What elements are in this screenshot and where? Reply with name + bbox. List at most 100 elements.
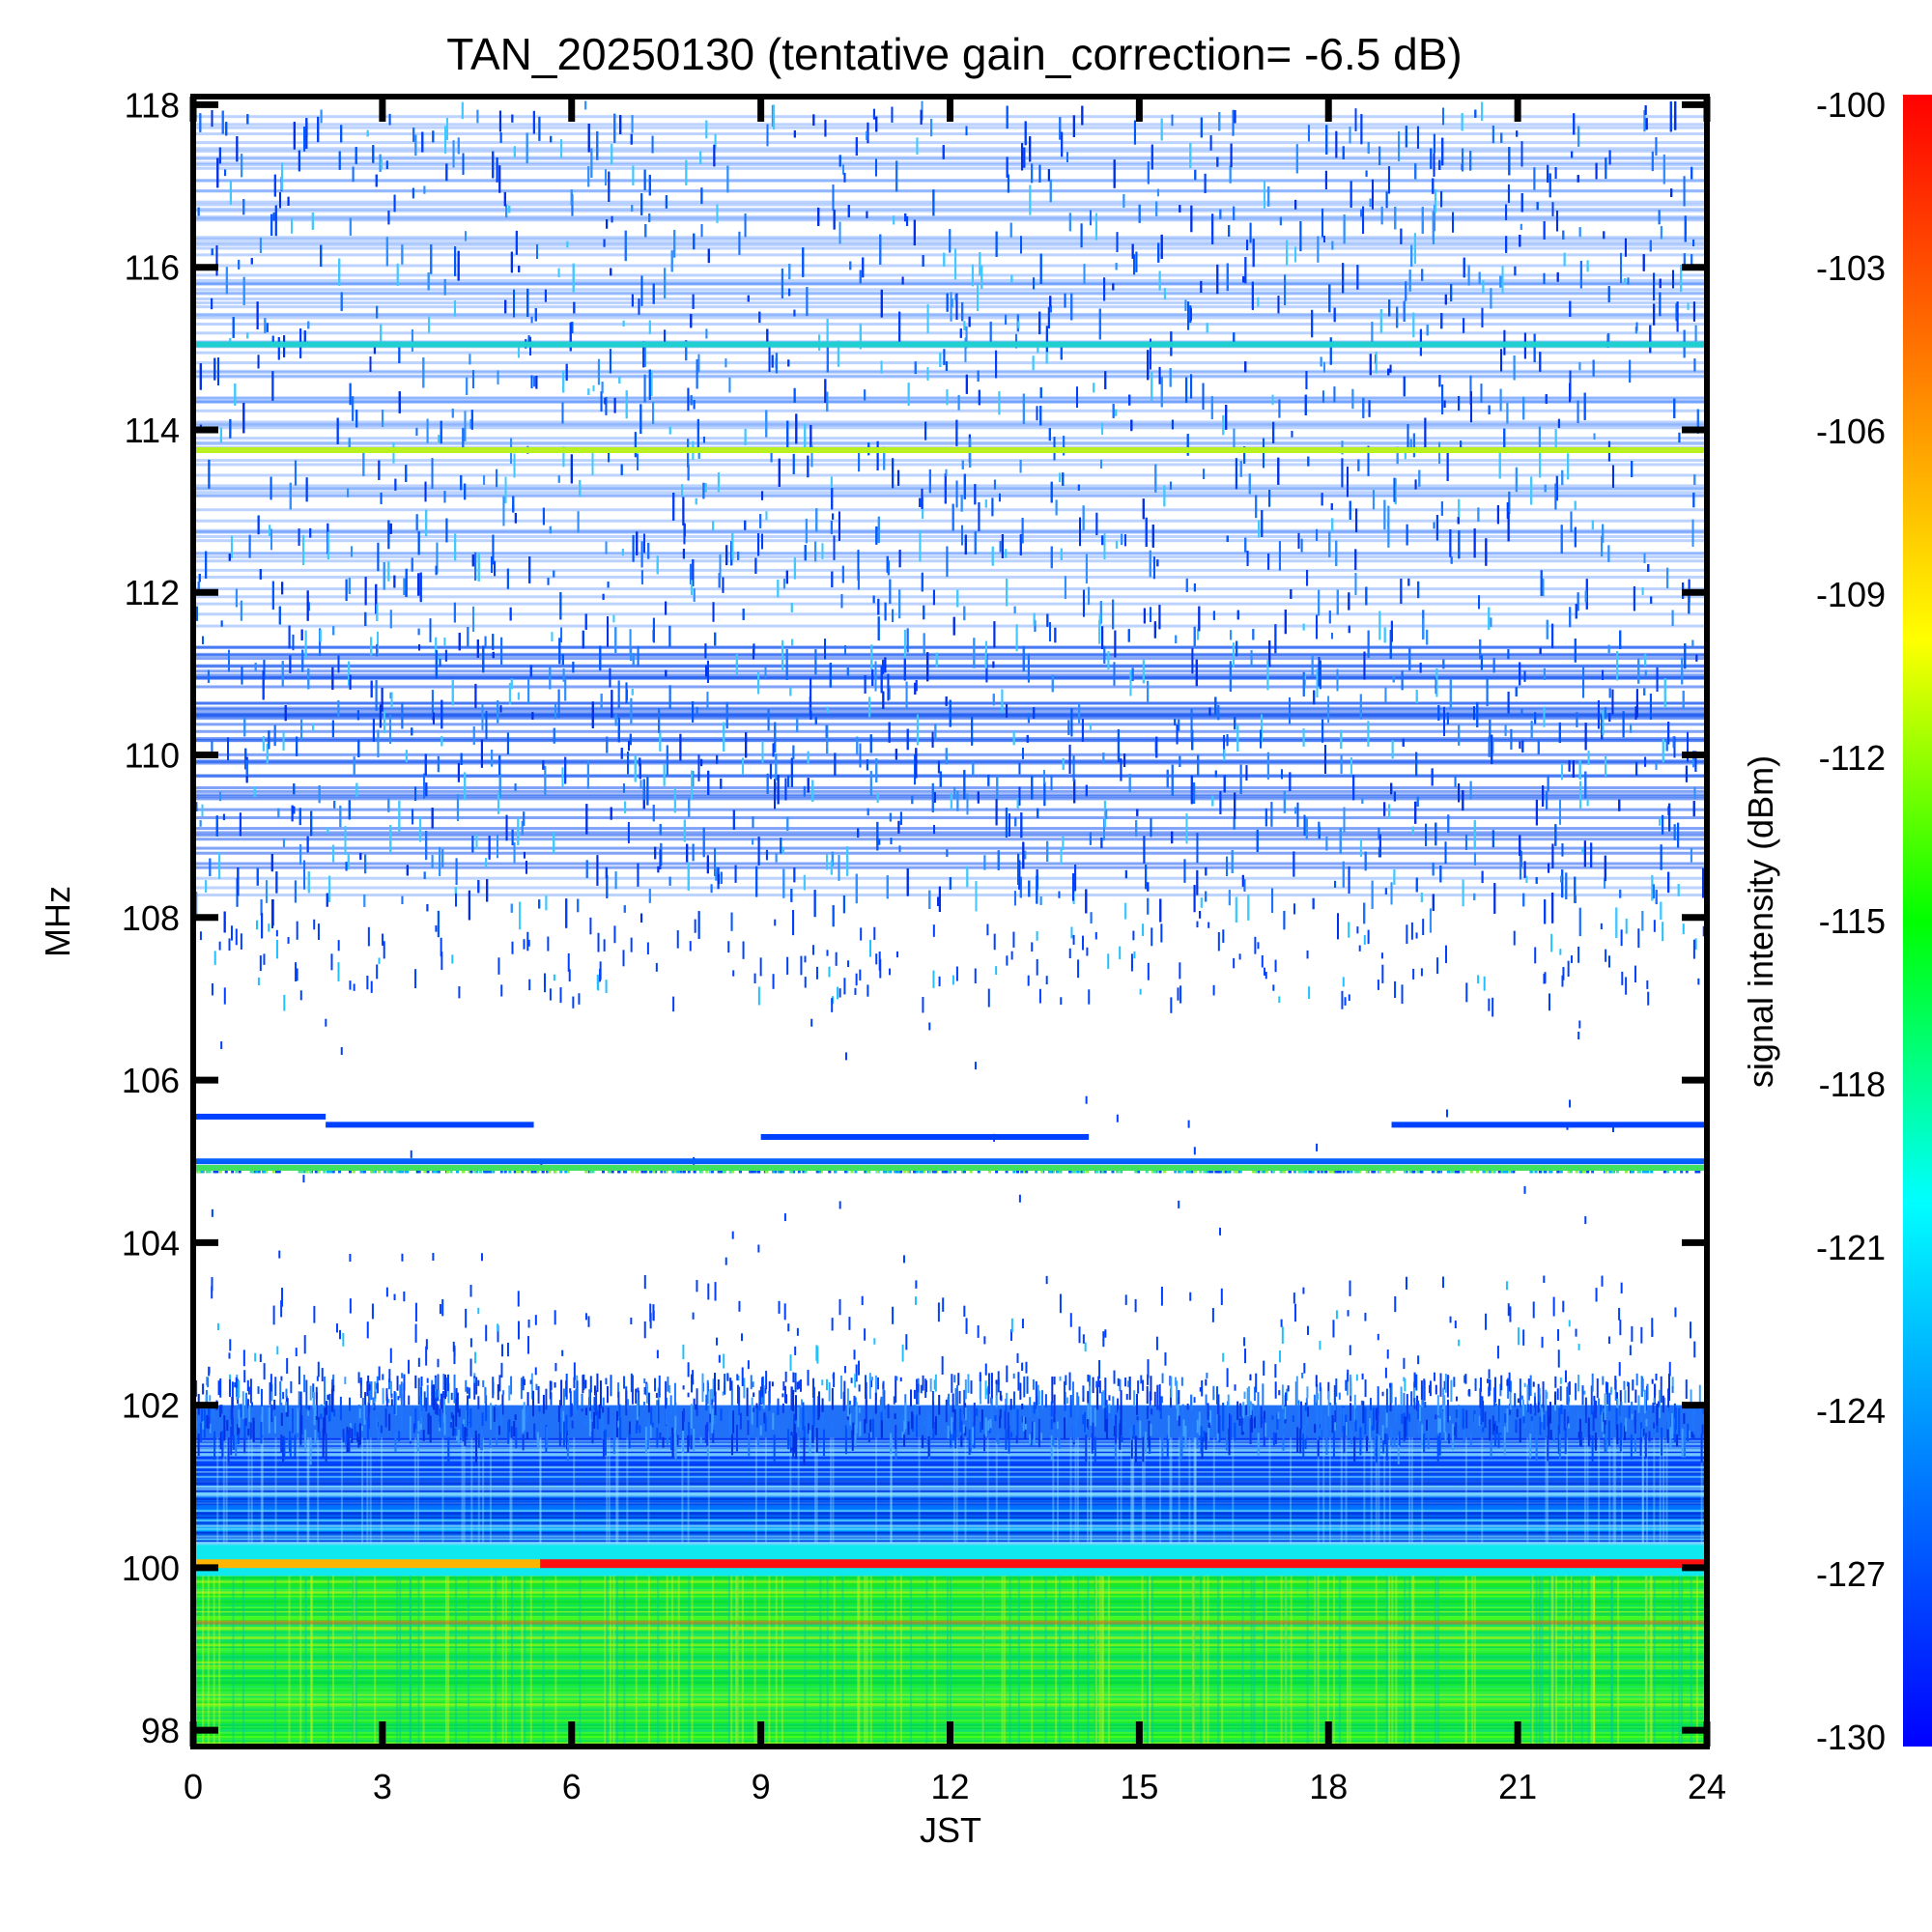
band-blue-column [616,1437,619,1544]
noise-mark [869,1419,872,1433]
noise-mark [1661,1427,1663,1456]
noise-mark [1112,1396,1115,1420]
noise-mark [1666,1429,1669,1443]
noise-mark [1556,1388,1559,1401]
sparse-mark [757,986,760,1006]
sparse-mark [1036,931,1038,941]
noise-mark [1631,1401,1634,1408]
sparse-mark [353,983,355,991]
sparse-mark [259,955,262,972]
noise-mark [1253,1386,1256,1402]
noise-mark [1180,1434,1183,1458]
noise-mark [1327,1381,1330,1400]
noise-mark [1222,1403,1225,1432]
band-blue-row [193,1446,1707,1449]
sparse-mark [731,1231,734,1239]
noise-mark [1601,1411,1604,1433]
band-green-row [193,1613,1707,1616]
noise-mark [1216,1386,1219,1405]
band-green-column [1217,1576,1220,1747]
sparse-mark [613,925,616,944]
sparse-mark [554,1310,556,1325]
sparse-mark [1278,996,1281,1004]
noise-mark [438,1390,440,1398]
noise-mark [367,1402,370,1430]
noise-mark [701,1373,704,1403]
sparse-mark [997,1371,1000,1385]
noise-mark [537,1385,540,1405]
noise-mark [1033,1421,1036,1445]
sparse-mark [1193,1147,1196,1155]
noise-mark [358,1407,361,1419]
sparse-mark [1335,1310,1338,1320]
band-blue-row [193,1487,1707,1490]
sparse-mark [568,969,571,982]
sparse-mark [485,1324,488,1342]
band-green-column [1193,1576,1196,1747]
sparse-mark [1006,1365,1009,1382]
noise-mark [670,1435,673,1451]
sparse-mark [942,1297,945,1312]
band-green-row [193,1675,1707,1678]
band-blue-column [815,1437,818,1544]
noise-mark [414,1407,417,1430]
noise-mark [1457,1405,1460,1419]
sparse-mark [676,930,679,949]
noise-mark [1016,1408,1019,1437]
sparse-mark [296,921,298,940]
noise-mark [560,1379,563,1406]
noise-mark [408,1395,411,1406]
noise-mark [687,1392,690,1398]
noise-mark [737,1375,740,1381]
noise-mark [1376,1417,1378,1435]
noise-mark [612,1429,615,1455]
band-blue-column [1131,1437,1134,1544]
sparse-mark [317,923,320,940]
noise-mark [1474,1378,1477,1391]
noise-mark [926,1429,929,1445]
noise-mark [997,1432,1000,1445]
band-green-column [1592,1576,1595,1747]
noise-mark [230,1408,233,1420]
band-green-row [193,1632,1707,1634]
noise-mark [455,1398,458,1427]
noise-mark [1319,1382,1321,1392]
noise-mark [751,1397,753,1425]
sparse-mark [861,1295,864,1306]
sparse-mark [268,923,270,932]
sparse-mark [951,1374,953,1393]
noise-mark [1687,1423,1690,1441]
noise-mark [1444,1432,1447,1441]
band-green-row [193,1667,1707,1670]
sparse-mark [723,1353,725,1369]
band-green-row [193,1606,1707,1609]
noise-row [193,559,1707,563]
noise-mark [932,1423,935,1439]
noise-mark [1549,1430,1552,1440]
noise-row [193,552,1707,555]
noise-mark [890,1433,893,1455]
band-blue-column [317,1437,320,1544]
sparse-mark [272,1305,275,1325]
noise-mark [994,1415,997,1421]
noise-mark [1114,1433,1117,1461]
noise-mark [712,1429,715,1444]
sparse-mark [622,950,625,967]
noise-mark [1609,1389,1612,1395]
noise-mark [1191,1421,1194,1443]
sparse-mark [477,1379,480,1386]
noise-mark [466,1386,469,1394]
noise-mark [581,1394,583,1409]
sparse-mark [1629,1345,1632,1355]
noise-row [193,126,1707,129]
noise-mark [447,1382,450,1404]
band-blue-row [193,1488,1707,1491]
noise-mark [1294,1381,1297,1406]
noise-mark [656,1422,659,1448]
noise-mark [480,1429,483,1451]
noise-mark [1598,1398,1601,1415]
noise-mark [865,1381,867,1407]
noise-mark [1050,1418,1053,1430]
noise-mark [1327,1391,1330,1416]
noise-mark [787,1429,790,1450]
